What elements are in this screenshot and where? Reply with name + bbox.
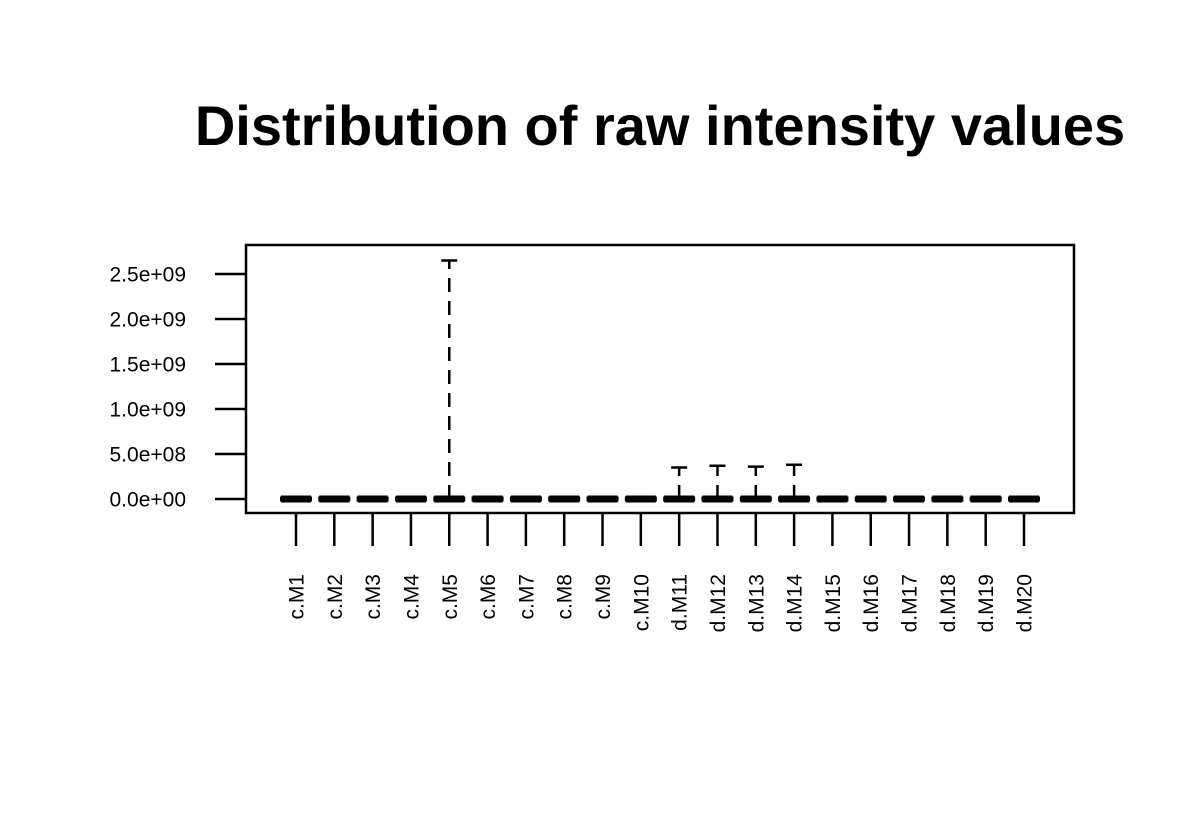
box-c.M7	[509, 495, 542, 503]
box-c.M6	[471, 495, 504, 503]
y-tick-label: 5.0e+08	[110, 444, 187, 467]
x-tick-label: c.M5	[439, 574, 462, 620]
x-tick-label: d.M15	[822, 574, 845, 632]
x-tick-label: d.M12	[707, 574, 730, 632]
x-tick-label: c.M4	[400, 574, 423, 620]
x-tick-label: d.M20	[1014, 574, 1037, 632]
x-tick-label: d.M11	[669, 574, 692, 631]
box-c.M4	[394, 495, 427, 503]
x-tick-label: d.M18	[937, 574, 960, 632]
box-d.M13	[739, 465, 772, 503]
x-tick-label: d.M16	[860, 574, 883, 632]
boxes	[280, 259, 1040, 503]
box-c.M2	[318, 495, 351, 503]
box-c.M1	[280, 495, 312, 503]
x-tick-label: d.M17	[899, 574, 922, 632]
box-d.M17	[893, 495, 926, 503]
x-tick-label: c.M2	[324, 574, 347, 620]
box-c.M10	[624, 495, 657, 503]
box-c.M5	[433, 259, 466, 503]
y-tick-label: 0.0e+00	[110, 489, 187, 512]
y-tick-label: 1.5e+09	[110, 354, 187, 377]
x-axis: c.M1 c.M2 c.M3 c.M4 c.M5 c.M6 c.M7 c.M8 c.M9 c.M1…	[286, 513, 1037, 632]
y-tick-label: 1.0e+09	[110, 399, 187, 422]
x-tick-label: c.M9	[592, 574, 615, 620]
x-tick-label: c.M1	[286, 574, 309, 620]
x-tick-label: d.M14	[784, 574, 807, 633]
box-d.M12	[701, 464, 734, 503]
y-tick-label: 2.5e+09	[110, 264, 187, 287]
box-c.M9	[586, 495, 619, 503]
box-d.M20	[1008, 495, 1040, 503]
box-d.M18	[931, 495, 964, 503]
x-tick-label: c.M8	[554, 574, 577, 620]
y-tick-label: 2.0e+09	[110, 309, 187, 332]
x-tick-label: c.M3	[362, 574, 385, 620]
box-c.M3	[356, 495, 389, 503]
plot-frame	[244, 243, 1076, 515]
x-tick-label: c.M6	[477, 574, 500, 620]
y-axis: 0.0e+00 5.0e+08 1.0e+09 1.5e+09 2.0e+09 2.5e+…	[110, 264, 246, 512]
x-tick-label: c.M10	[630, 574, 653, 631]
box-d.M11	[663, 466, 696, 503]
box-c.M8	[548, 495, 581, 503]
box-d.M15	[816, 495, 849, 503]
x-tick-label: d.M19	[975, 574, 998, 632]
x-tick-label: c.M7	[515, 574, 538, 620]
chart-title: Distribution of raw intensity values	[195, 94, 1125, 157]
x-tick-label: d.M13	[745, 574, 768, 632]
box-d.M14	[778, 463, 811, 503]
box-d.M16	[854, 495, 887, 503]
box-d.M19	[969, 495, 1002, 503]
